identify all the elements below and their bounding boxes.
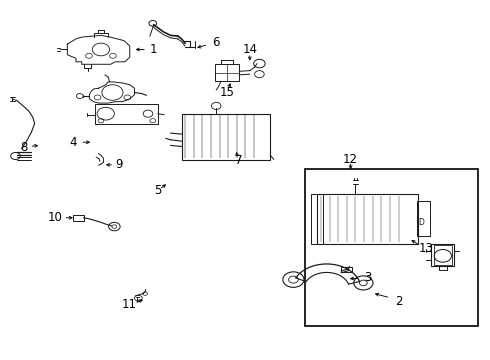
- Bar: [311, 194, 323, 243]
- Text: 4: 4: [70, 136, 77, 149]
- Bar: [95, 104, 158, 123]
- Text: 14: 14: [242, 43, 257, 56]
- Bar: [434, 245, 452, 265]
- Text: 8: 8: [21, 141, 28, 154]
- Text: 7: 7: [236, 154, 243, 167]
- Text: 1: 1: [150, 43, 157, 56]
- Text: 5: 5: [154, 184, 161, 197]
- Text: 15: 15: [220, 86, 234, 99]
- Bar: [341, 267, 352, 273]
- Text: 3: 3: [364, 270, 371, 284]
- Text: 13: 13: [419, 242, 434, 255]
- Text: 6: 6: [213, 36, 220, 49]
- Text: 9: 9: [116, 158, 123, 171]
- Bar: [182, 114, 270, 159]
- Bar: [305, 170, 478, 327]
- Text: D: D: [418, 218, 424, 227]
- Bar: [215, 64, 239, 81]
- Text: 11: 11: [122, 298, 136, 311]
- Bar: [417, 201, 430, 237]
- Bar: [317, 194, 418, 243]
- Text: 2: 2: [395, 295, 402, 308]
- Bar: [431, 243, 454, 266]
- Text: 10: 10: [48, 211, 63, 224]
- Text: 12: 12: [343, 153, 358, 166]
- Bar: [73, 215, 84, 221]
